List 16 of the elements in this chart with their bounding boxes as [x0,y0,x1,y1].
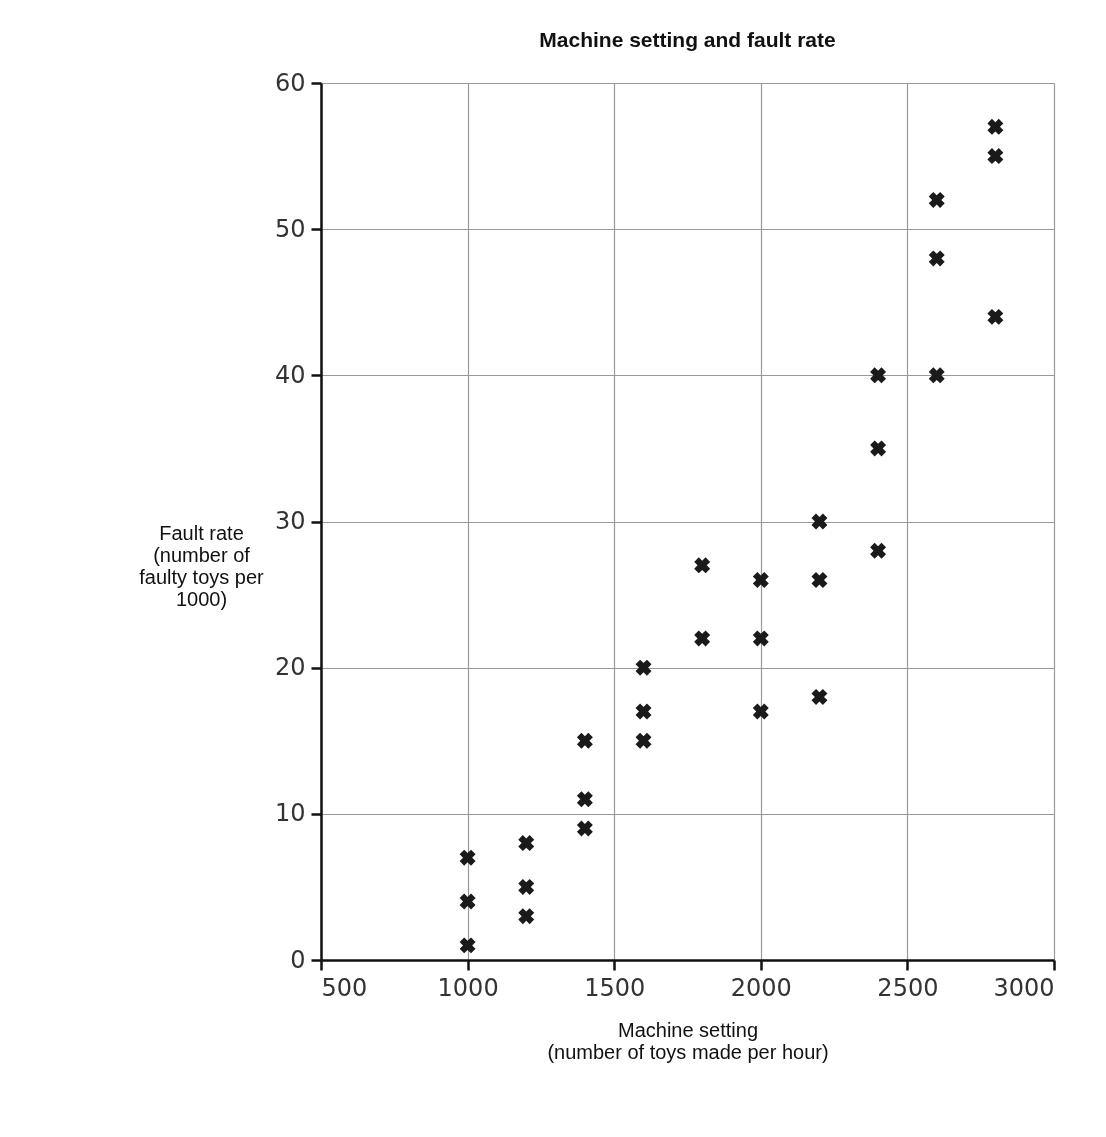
x-tick-label: 500 [321,973,368,1002]
y-tick-label: 50 [274,214,306,243]
y-tick-label: 40 [274,360,306,389]
y-axis-title: Fault rate (number of faulty toys per 1000) [139,521,265,610]
y-tick-label: 0 [290,945,306,974]
x-tick-label: 1000 [437,973,499,1002]
y-tick-label: 10 [274,799,306,828]
x-tick-label: 2500 [877,973,939,1002]
y-tick-label: 60 [274,68,306,97]
x-axis-title: Machine setting (number of toys made per hour) [547,1018,829,1063]
y-tick-label: 20 [274,653,306,682]
chart-title: Machine setting and fault rate [539,28,836,51]
y-tick-label: 30 [274,507,306,535]
x-tick-label: 1500 [584,973,646,1002]
x-tick-label: 3000 [993,973,1055,1002]
x-tick-label: 2000 [730,973,792,1002]
